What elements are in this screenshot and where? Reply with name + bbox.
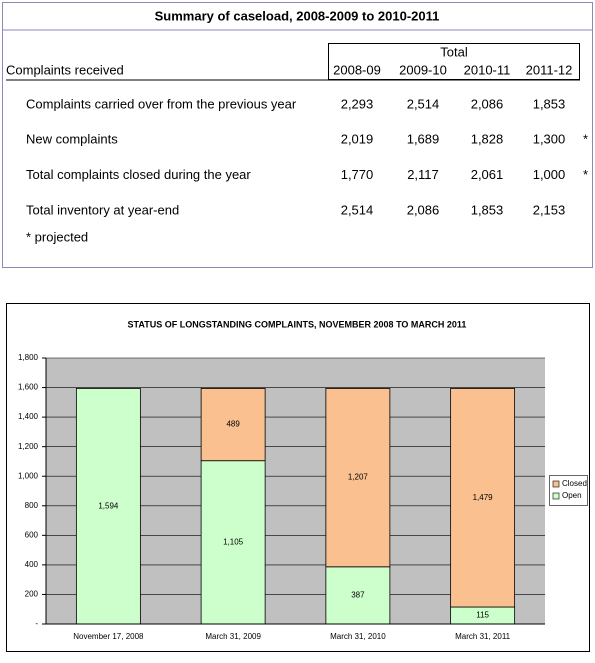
table-cell: 1,300 [533,132,566,147]
table-cell: 1,689 [407,132,440,147]
legend-label: Open [562,491,582,500]
table-cell: 1,770 [341,167,374,182]
y-tick-label: 1,200 [18,442,39,451]
row-header: Complaints received [6,62,124,77]
group-header: Total [440,44,468,59]
row-label: Total inventory at year-end [26,202,179,217]
bar-segment [450,388,516,608]
value-label: 1,594 [98,501,119,510]
legend-swatch [552,492,560,500]
column-header: 2008-09 [333,62,381,77]
bar-segment [200,460,266,625]
value-label: 1,479 [473,493,494,502]
bar-segment [325,388,391,568]
legend-box [549,475,588,506]
row-label: Total complaints closed during the year [26,167,251,182]
y-tick-label: 200 [25,590,39,599]
table-title: Summary of caseload, 2008-2009 to 2010-2… [155,8,440,23]
y-tick-label: 800 [25,501,39,510]
x-tick-label: March 31, 2011 [455,632,511,641]
table-cell: 2,019 [341,132,374,147]
table-cell: 2,153 [533,202,566,217]
y-tick-label: 600 [25,530,39,539]
table-cell: 2,293 [341,96,374,111]
row-label: Complaints carried over from the previou… [26,96,297,111]
table-cell: 1,853 [533,96,566,111]
table-cell: 2,514 [407,96,440,111]
y-tick-label: 400 [25,560,39,569]
x-tick-label: November 17, 2008 [73,632,144,641]
value-label: 115 [476,611,489,620]
row-flag: * [583,167,588,182]
table-note: * projected [26,229,88,244]
row-label: New complaints [26,132,118,147]
table-cell: 2,514 [341,202,374,217]
value-label: 1,207 [348,473,369,482]
y-tick-label: - [35,619,38,628]
table-cell: 1,828 [471,132,504,147]
chart-title: STATUS OF LONGSTANDING COMPLAINTS, NOVEM… [128,319,467,329]
table-cell: 2,086 [407,202,440,217]
table-cell: 1,853 [471,202,504,217]
column-header: 2011-12 [526,62,573,77]
table-cell: 2,061 [471,167,504,182]
bar-segment [325,566,391,625]
legend-label: Closed [562,479,587,488]
row-flag: * [583,132,588,147]
y-tick-label: 1,400 [18,412,39,421]
value-label: 387 [351,591,365,600]
y-tick-label: 1,600 [18,383,39,392]
table-frame [2,2,593,268]
table-cell: 1,000 [533,167,566,182]
x-tick-label: March 31, 2009 [205,632,261,641]
legend-swatch [552,480,560,488]
bar-segment [200,388,266,462]
column-header: 2009-10 [399,62,447,77]
value-label: 489 [226,420,240,429]
y-tick-label: 1,000 [18,471,39,480]
y-tick-label: 1,800 [18,353,39,362]
table-cell: 2,117 [407,167,439,182]
value-label: 1,105 [223,537,244,546]
bar-segment [75,388,141,625]
column-header: 2010-11 [464,62,511,77]
table-cell: 2,086 [471,96,504,111]
x-tick-label: March 31, 2010 [330,632,386,641]
